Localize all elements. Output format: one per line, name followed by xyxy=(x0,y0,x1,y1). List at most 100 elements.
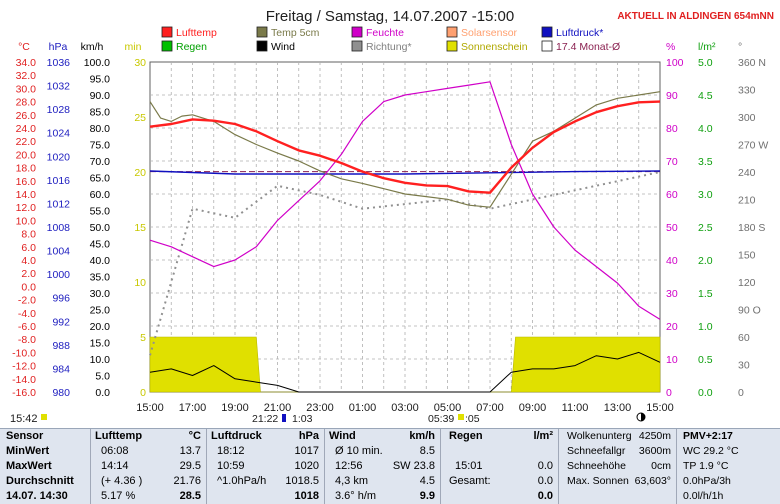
legend-label: Feuchte xyxy=(366,27,404,39)
legend-label: Richtung* xyxy=(366,41,412,53)
table-cell: 4250m xyxy=(638,430,671,442)
wind-axis-tick: 30.0 xyxy=(90,288,111,300)
sun-axis-tick: 25 xyxy=(134,112,146,124)
table-sensor-column: Sensor MinWert MaxWert Durchschnitt 14.0… xyxy=(0,429,88,504)
temp-axis-tick: -16.0 xyxy=(12,387,36,399)
moonrise-time: 1:03 xyxy=(292,413,313,425)
temp-axis-tick: -12.0 xyxy=(12,361,36,373)
legend-label: 17.4 Monat-Ø xyxy=(556,41,620,53)
pressure-axis-tick: 1016 xyxy=(47,175,71,187)
legend-swatch xyxy=(351,26,363,38)
legend-swatch xyxy=(446,26,458,38)
table-luftdruck-column: Luftdruck hPa 18:12 1017 10:59 1020 ^1.0hPa… xyxy=(206,429,323,504)
time-axis-tick: 03:00 xyxy=(391,402,419,414)
table-info-column: Wolkenunterg 4250m Schneefallgr 3600m Schn… xyxy=(558,429,675,504)
pressure-axis-tick: 992 xyxy=(52,316,70,328)
series-luftdruck xyxy=(149,170,661,175)
legend-swatch xyxy=(351,40,363,52)
wind-axis-tick: 35.0 xyxy=(90,272,111,284)
humidity-axis-tick: 60 xyxy=(666,189,678,201)
sun-axis-tick: 10 xyxy=(134,277,146,289)
time-axis: 15:00 17:00 19:00 21:00 23:00 01:00 03:00 05:00… xyxy=(10,402,674,425)
temp-axis-tick: 14.0 xyxy=(16,189,37,201)
luftdruck-unit: hPa xyxy=(298,430,319,442)
table-cell: Schneehöhe xyxy=(567,460,626,472)
pressure-axis-tick: 1004 xyxy=(47,246,71,258)
plot-grid xyxy=(150,62,660,392)
table-cell: 0.0l/h/1h xyxy=(683,490,724,502)
legend-label: Temp 5cm xyxy=(271,27,320,39)
time-axis-tick: 09:00 xyxy=(519,402,547,414)
series-richtung xyxy=(149,171,661,356)
legend-label: Wind xyxy=(271,41,295,53)
table-cell: 13.7 xyxy=(179,445,201,457)
series-wind xyxy=(149,351,661,393)
humidity-axis-tick: 70 xyxy=(666,156,678,168)
pressure-axis-tick: 1028 xyxy=(47,104,71,116)
wind-header: Wind xyxy=(329,430,356,442)
sunrise-marker-icon xyxy=(458,414,464,420)
direction-axis-tick: 150 xyxy=(738,250,756,262)
table-cell: Ø 10 min. xyxy=(335,445,383,457)
table-sensor-header: Sensor xyxy=(6,430,44,442)
table-cell: 0cm xyxy=(651,460,671,472)
legend-swatch xyxy=(541,26,553,38)
series-temp-5cm xyxy=(149,91,661,208)
solar-axis-tick: 2.5 xyxy=(698,222,713,234)
moonset-time: :05 xyxy=(465,413,480,425)
table-cell: 1017 xyxy=(294,445,319,457)
table-cell: 14:14 xyxy=(101,460,129,472)
humidity-axis-tick: 100 xyxy=(666,57,684,69)
legend-swatch xyxy=(541,40,553,52)
series-lufttemp xyxy=(149,100,661,194)
direction-axis-tick: 300 xyxy=(738,112,756,124)
sun-axis-unit: min xyxy=(125,41,142,53)
sun-axis-tick: 30 xyxy=(134,57,146,69)
data-series xyxy=(149,81,661,393)
temp-axis-tick: 30.0 xyxy=(16,83,37,95)
temp-axis-tick: 0.0 xyxy=(21,281,36,293)
direction-axis-tick: 90 O xyxy=(738,305,761,317)
chart-legend: Lufttemp Temp 5cm Feuchte Solarsensor Luftdr… xyxy=(161,26,620,53)
humidity-axis-unit: % xyxy=(666,41,675,53)
table-row-label: MinWert xyxy=(6,445,50,457)
direction-axis-tick: 0 xyxy=(738,387,744,399)
temp-axis-tick: 18.0 xyxy=(16,163,37,175)
table-regen-column: Regen l/m² 15:01 0.0 Gesamt: 0.0 0.0 xyxy=(440,429,557,504)
table-cell: TP 1.9 °C xyxy=(683,460,729,472)
legend-label: Sonnenschein xyxy=(461,41,528,53)
table-cell: WC 29.2 °C xyxy=(683,445,739,457)
table-cell: 10:59 xyxy=(217,460,245,472)
solar-axis-tick: 3.0 xyxy=(698,189,713,201)
table-cell: 0.0 xyxy=(537,460,553,472)
pressure-axis-unit: hPa xyxy=(49,41,68,53)
table-cell: 8.5 xyxy=(419,445,435,457)
table-cell: 1018.5 xyxy=(285,475,319,487)
table-cell: Wolkenunterg xyxy=(567,430,632,442)
regen-header: Regen xyxy=(449,430,483,442)
temp-axis-tick: -14.0 xyxy=(12,374,36,386)
regen-unit: l/m² xyxy=(533,430,553,442)
time-axis-tick: 21:00 xyxy=(264,402,292,414)
humidity-axis-tick: 50 xyxy=(666,222,678,234)
sun-axis-tick: 20 xyxy=(134,167,146,179)
time-axis-tick: 23:00 xyxy=(306,402,334,414)
sunset-marker-icon xyxy=(282,414,286,422)
table-cell: 3.6° h/m xyxy=(335,490,377,502)
legend-label: Luftdruck* xyxy=(556,27,603,39)
pressure-axis-tick: 1032 xyxy=(47,81,71,93)
solar-axis-tick: 1.5 xyxy=(698,288,713,300)
current-time-label: 15:42 xyxy=(10,413,38,425)
table-cell: 18:12 xyxy=(217,445,245,457)
wind-axis-tick: 90.0 xyxy=(90,90,111,102)
temp-axis-tick: 10.0 xyxy=(16,215,37,227)
wind-axis-tick: 15.0 xyxy=(90,338,111,350)
temp-axis-unit: °C xyxy=(18,41,30,53)
wind-axis-tick: 75.0 xyxy=(90,140,111,152)
time-axis-tick: 19:00 xyxy=(221,402,249,414)
direction-axis-tick: 30 xyxy=(738,360,750,372)
temp-axis-tick: 34.0 xyxy=(16,57,37,69)
temp-axis-tick: 24.0 xyxy=(16,123,37,135)
current-location-link[interactable]: AKTUELL IN ALDINGEN 654mNN xyxy=(617,11,774,22)
